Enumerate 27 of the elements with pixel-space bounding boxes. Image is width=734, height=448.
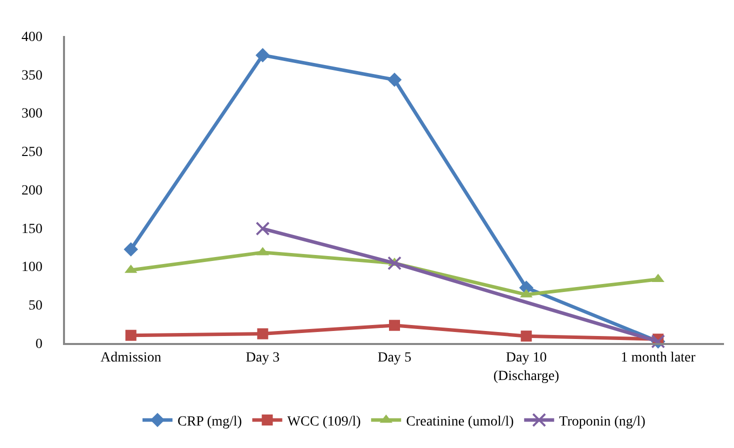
x-tick-label: Day 3 [246,350,280,366]
point [257,328,268,340]
point [124,242,138,257]
y-tick-label: 250 [21,145,42,160]
x-tick-label: 1 month later [620,350,696,366]
legend-label: CRP (mg/l) [178,414,242,430]
point [387,72,402,87]
y-tick-label: 50 [28,298,42,314]
y-tick-label: 100 [21,260,42,276]
legend-label: Creatinine (umol/l) [406,414,514,430]
point [125,330,136,341]
x-tick-label: Day 5 [378,350,412,366]
y-tick-label: 300 [21,106,42,122]
point [520,330,532,342]
y-tick-label: 350 [21,68,42,84]
point [389,320,400,331]
point [256,222,270,236]
point [388,256,402,270]
y-tick-label: 150 [21,222,42,237]
x-tick-label: Day 10 (Discharge) [493,350,560,384]
point [256,48,270,62]
x-tick-label: Admission [100,350,162,366]
y-tick-label: 0 [35,336,42,352]
y-tick-label: 200 [21,183,42,198]
legend-label: Troponin (ng/l) [559,414,646,430]
y-tick-label: 400 [21,30,42,45]
legend-label: WCC (109/l) [287,414,362,430]
